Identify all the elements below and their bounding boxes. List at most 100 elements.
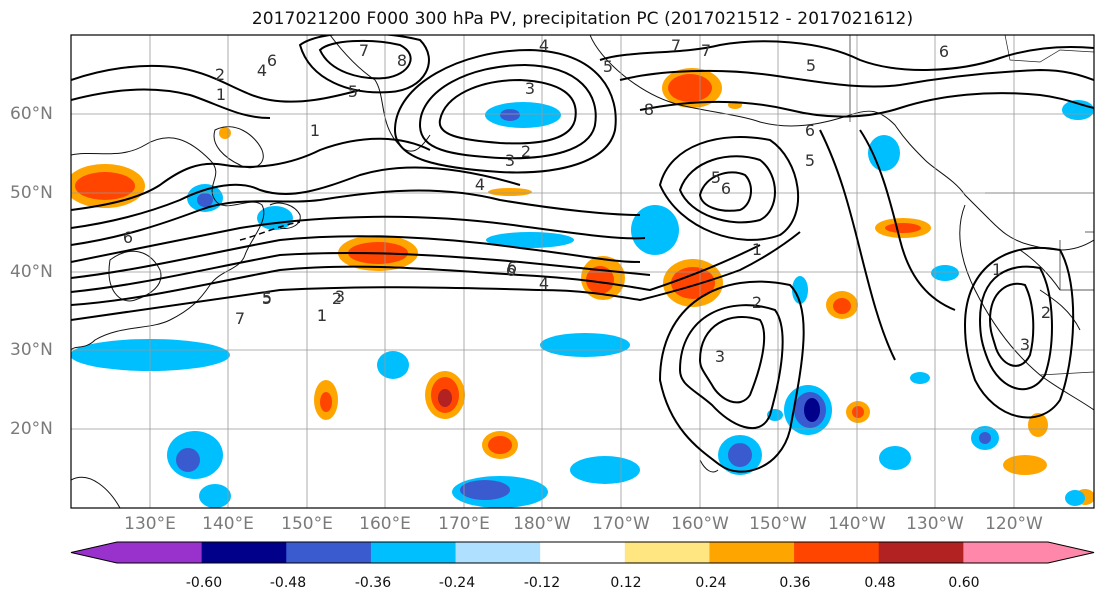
contour-label: 1 bbox=[317, 306, 327, 325]
contour-label: 2 bbox=[215, 65, 225, 84]
colorbar-extend-left bbox=[71, 542, 117, 563]
colorbar-tick-label: -0.36 bbox=[354, 575, 392, 591]
contour-label: 7 bbox=[235, 309, 245, 328]
precip-anomaly-negative bbox=[199, 484, 231, 508]
precip-anomaly-negative bbox=[460, 480, 510, 500]
precip-anomaly-positive bbox=[833, 298, 851, 314]
pv-contours bbox=[71, 35, 1094, 473]
contour-label: 6 bbox=[506, 261, 516, 280]
contour-label: 6 bbox=[123, 228, 133, 247]
contour-label: 2 bbox=[752, 293, 762, 312]
colorbar-segment bbox=[201, 542, 287, 563]
lon-label: 150°E bbox=[281, 514, 333, 534]
lon-label: 130°E bbox=[124, 514, 176, 534]
precip-anomaly-negative bbox=[570, 456, 640, 484]
precip-anomaly-negative bbox=[792, 276, 808, 304]
precip-anomaly-positive bbox=[1003, 455, 1047, 475]
lon-label: 180°W bbox=[513, 514, 571, 534]
precip-anomaly-negative bbox=[257, 206, 293, 230]
precip-anomaly-negative bbox=[486, 232, 574, 248]
contour-label: 1 bbox=[310, 121, 320, 140]
contour-label: 3 bbox=[525, 79, 535, 98]
lat-label: 60°N bbox=[10, 104, 53, 124]
contour-label: 3 bbox=[1020, 335, 1030, 354]
contour-label: 1 bbox=[992, 260, 1002, 279]
precip-anomaly-negative bbox=[931, 265, 959, 281]
gridlines bbox=[71, 35, 1094, 508]
contour-label: 6 bbox=[939, 42, 949, 61]
lon-label: 170°E bbox=[438, 514, 490, 534]
precip-anomaly-positive bbox=[75, 172, 135, 200]
colorbar-tick-label: 0.48 bbox=[864, 575, 896, 591]
lon-label: 140°E bbox=[202, 514, 254, 534]
colorbar-extend-right bbox=[1048, 542, 1094, 563]
lat-label: 20°N bbox=[10, 419, 53, 439]
precip-anomaly-negative bbox=[631, 205, 679, 255]
plot-frame bbox=[70, 34, 1095, 509]
coastlines bbox=[71, 35, 1094, 508]
lon-label: 140°W bbox=[828, 514, 886, 534]
colorbar-tick-label: 0.36 bbox=[779, 575, 811, 591]
precip-anomaly-positive bbox=[586, 266, 614, 294]
lat-label: 40°N bbox=[10, 262, 53, 282]
contour-label: 5 bbox=[262, 289, 272, 308]
colorbar-segment bbox=[709, 542, 795, 563]
contour-label: 6 bbox=[721, 179, 731, 198]
contour-label: 5 bbox=[348, 82, 358, 101]
contour-label: 4 bbox=[257, 61, 267, 80]
colorbar-segment bbox=[878, 542, 964, 563]
precip-anomaly-positive bbox=[488, 436, 512, 454]
colorbar-segment bbox=[963, 542, 1049, 563]
precip-anomaly-positive bbox=[488, 188, 532, 196]
lon-label: 120°W bbox=[985, 514, 1043, 534]
contour-label: 6 bbox=[805, 121, 815, 140]
colorbar-tick-label: -0.48 bbox=[269, 575, 307, 591]
colorbar-tick-label: -0.60 bbox=[185, 575, 223, 591]
lat-label: 30°N bbox=[10, 340, 53, 360]
precip-anomaly-positive bbox=[320, 392, 332, 412]
contour-label: 1 bbox=[752, 240, 762, 259]
contour-label: 8 bbox=[397, 51, 407, 70]
colorbar-tick-label: 0.12 bbox=[610, 575, 642, 591]
contour-label: 7 bbox=[701, 41, 711, 60]
contour-label: 7 bbox=[359, 41, 369, 60]
colorbar-segment bbox=[117, 542, 203, 563]
precip-anomaly-negative bbox=[377, 351, 409, 379]
contour-label: 5 bbox=[806, 56, 816, 75]
precip-anomaly-negative bbox=[1065, 490, 1085, 506]
contour-label: 2 bbox=[1041, 303, 1051, 322]
colorbar-segment bbox=[370, 542, 457, 563]
precip-anomaly-negative bbox=[71, 339, 230, 371]
precip-anomaly-positive bbox=[219, 127, 231, 139]
contour-label: 3 bbox=[335, 287, 345, 306]
precip-anomaly-negative bbox=[197, 193, 213, 207]
precip-anomaly-positive bbox=[668, 74, 712, 102]
colorbar-outline bbox=[70, 541, 1095, 564]
colorbar-tick-label: -0.12 bbox=[523, 575, 561, 591]
contour-label: 4 bbox=[539, 274, 549, 293]
contour-label: 4 bbox=[539, 36, 549, 55]
lon-label: 130°W bbox=[906, 514, 964, 534]
contour-label: 7 bbox=[671, 36, 681, 55]
contour-label: 3 bbox=[715, 347, 725, 366]
precip-anomaly-positive bbox=[1028, 413, 1048, 437]
map-title: 2017021200 F000 300 hPa PV, precipitatio… bbox=[251, 9, 914, 29]
colorbar-tick-label: 0.60 bbox=[948, 575, 980, 591]
contour-label: 6 bbox=[267, 51, 277, 70]
colorbar-segment bbox=[286, 542, 372, 563]
colorbar-segment bbox=[455, 542, 541, 563]
contour-label: 3 bbox=[505, 151, 515, 170]
colorbar-tick-label: 0.24 bbox=[695, 575, 727, 591]
lon-label: 150°W bbox=[749, 514, 807, 534]
contour-labels: 7 8 4 6 2 4 5 1 1 3 2 4 6 5 6 1 2 3 5 7 … bbox=[123, 36, 1051, 366]
contour-label: 2 bbox=[332, 289, 342, 308]
precip-anomaly-negative bbox=[728, 443, 752, 467]
lon-label: 160°E bbox=[359, 514, 411, 534]
contour-label: 2 bbox=[521, 142, 531, 161]
contour-label: 6 bbox=[507, 258, 517, 277]
contour-label: 5 bbox=[603, 57, 613, 76]
contour-label: 1 bbox=[216, 85, 226, 104]
precip-anomaly-negative bbox=[176, 448, 200, 472]
precip-anomaly-negative bbox=[910, 372, 930, 384]
